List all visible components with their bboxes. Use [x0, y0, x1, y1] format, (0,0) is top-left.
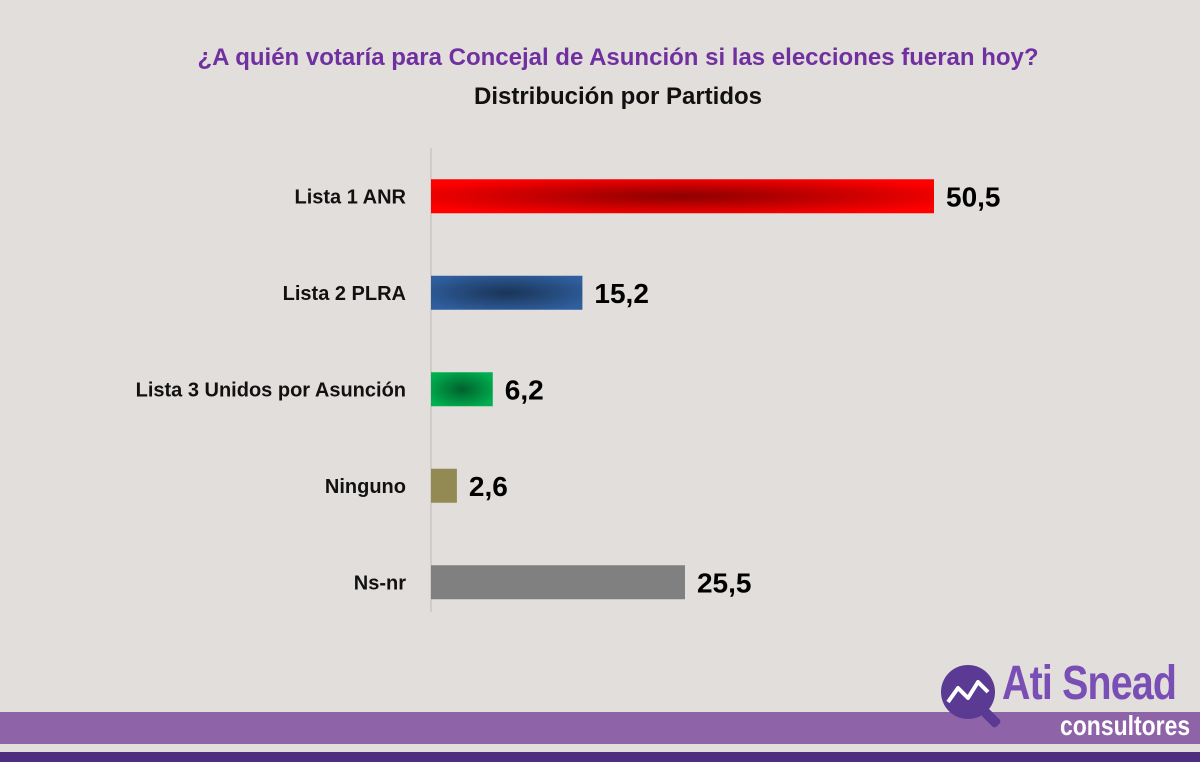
- bar-4: [431, 565, 685, 600]
- footer-band: [0, 712, 1200, 762]
- bar-1: [431, 275, 583, 310]
- logo: [938, 660, 1200, 740]
- category-label: Lista 2 PLRA: [283, 283, 406, 305]
- logo-subtitle: consultores: [1060, 710, 1191, 741]
- bar-2: [431, 372, 493, 407]
- bar-0: [431, 179, 934, 214]
- logo-name: Ati Snead: [1002, 657, 1177, 710]
- category-label: Lista 3 Unidos por Asunción: [136, 379, 406, 401]
- bar-3: [431, 468, 457, 503]
- chart-title: ¿A quién votaría para Concejal de Asunci…: [197, 44, 1039, 71]
- value-label: 2,6: [469, 471, 508, 502]
- value-label: 50,5: [946, 181, 1001, 212]
- value-label: 25,5: [697, 567, 752, 598]
- category-label: Ns-nr: [354, 572, 406, 594]
- category-label: Ninguno: [325, 476, 406, 498]
- category-label: Lista 1 ANR: [294, 186, 406, 208]
- value-label: 15,2: [594, 278, 649, 309]
- chart-line-magnifier-icon: [941, 665, 1001, 728]
- chart-subtitle: Distribución por Partidos: [473, 83, 763, 110]
- value-label: 6,2: [505, 374, 544, 405]
